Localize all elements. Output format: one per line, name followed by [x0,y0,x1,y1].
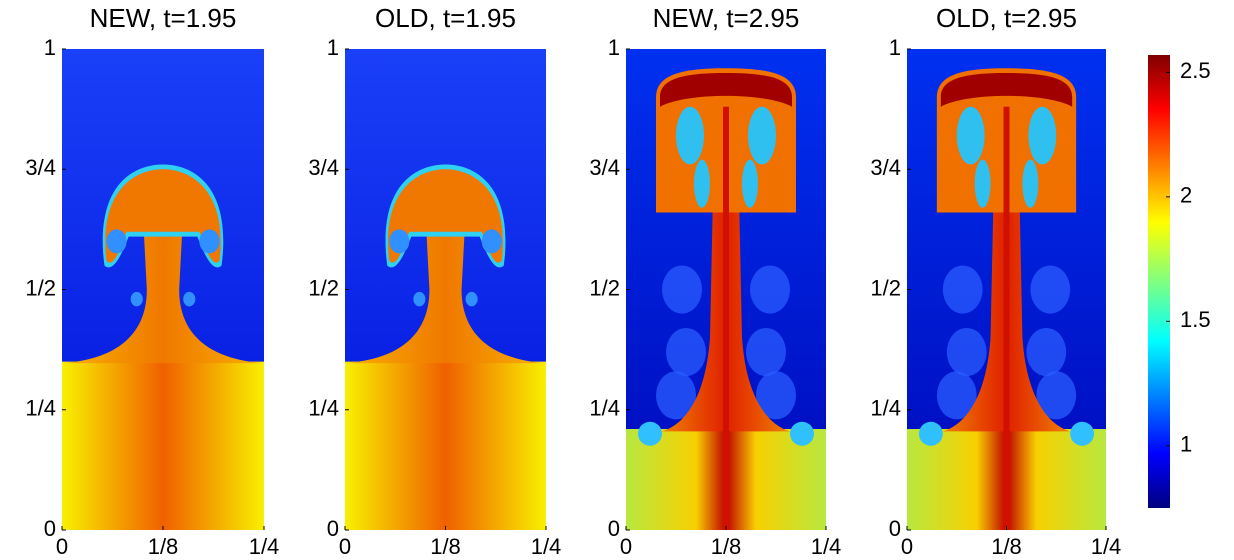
y-tick-label: 1/4 [308,396,339,421]
y-tick-label: 1/4 [589,396,620,421]
vortex [694,160,710,208]
panel-title: OLD, t=1.95 [375,3,516,33]
finger [666,328,706,376]
page: NEW, t=1.95 0 1/8 1/4 0 1/4 1/2 3/4 1 OLD, t=1.95… [0,0,1234,560]
vortex [466,292,478,306]
x-tick-label: 1/4 [811,534,842,559]
figure: NEW, t=1.95 0 1/8 1/4 0 1/4 1/2 3/4 1 OLD, t=1.95… [0,0,1234,560]
vortex [638,422,662,446]
vortex [1022,160,1038,208]
y-tick-label: 0 [608,516,620,541]
y-tick-label: 1/2 [25,275,56,300]
finger [750,265,790,313]
vortex [482,229,502,253]
colorbar [1148,55,1170,508]
panel-title: OLD, t=2.95 [936,3,1077,33]
x-tick-label: 0 [620,534,632,559]
stem-core [1004,107,1010,530]
finger [662,265,702,313]
y-tick-label: 0 [889,516,901,541]
x-tick-label: 0 [56,534,68,559]
x-tick-label: 0 [901,534,913,559]
y-tick-label: 3/4 [589,155,620,180]
y-tick-label: 3/4 [25,155,56,180]
y-tick-label: 1 [327,35,339,60]
vortex [742,160,758,208]
heavy-fluid [62,362,264,530]
vortex [1028,107,1056,165]
y-tick-label: 1/2 [870,275,901,300]
vortex [957,107,985,165]
colorbar-tick-label: 1.5 [1180,307,1211,332]
vortex [183,292,195,306]
heatmap [62,49,264,530]
colorbar-tick-label: 2.5 [1180,58,1211,83]
vortex [389,229,409,253]
field [345,49,546,530]
x-tick-label: 1/8 [148,534,179,559]
heavy-fluid [345,362,546,530]
x-tick-label: 1/4 [249,534,280,559]
heatmap [907,49,1106,530]
vortex [131,292,143,306]
vortex [919,422,943,446]
x-tick-label: 1/8 [991,534,1022,559]
x-tick-label: 1/8 [430,534,461,559]
y-tick-label: 1/2 [308,275,339,300]
vortex [790,422,814,446]
y-tick-label: 1 [608,35,620,60]
field [626,49,826,530]
heatmap [345,49,546,530]
finger [746,328,786,376]
colorbar-tick-label: 2 [1180,183,1192,208]
finger [1030,265,1070,313]
vortex [748,107,776,165]
vortex [106,229,126,253]
x-tick-label: 0 [339,534,351,559]
vortex [413,292,425,306]
y-tick-label: 1/4 [25,396,56,421]
finger [1026,328,1066,376]
y-tick-label: 1/4 [870,396,901,421]
panel-title: NEW, t=2.95 [653,3,800,33]
vortex [676,107,704,165]
field [907,49,1106,530]
y-tick-label: 3/4 [870,155,901,180]
heatmap [626,49,826,530]
finger [943,265,983,313]
y-tick-label: 1 [889,35,901,60]
y-tick-label: 3/4 [308,155,339,180]
vortex [1070,422,1094,446]
vortex [199,229,219,253]
field [62,49,264,530]
y-tick-label: 0 [327,516,339,541]
x-tick-label: 1/4 [1091,534,1122,559]
stem-core [723,107,729,530]
panel-title: NEW, t=1.95 [90,3,237,33]
y-tick-label: 1/2 [589,275,620,300]
colorbar-tick-label: 1 [1180,432,1192,457]
y-tick-label: 0 [44,516,56,541]
x-tick-label: 1/8 [711,534,742,559]
finger [947,328,987,376]
x-tick-label: 1/4 [531,534,562,559]
y-tick-label: 1 [44,35,56,60]
vortex [975,160,991,208]
